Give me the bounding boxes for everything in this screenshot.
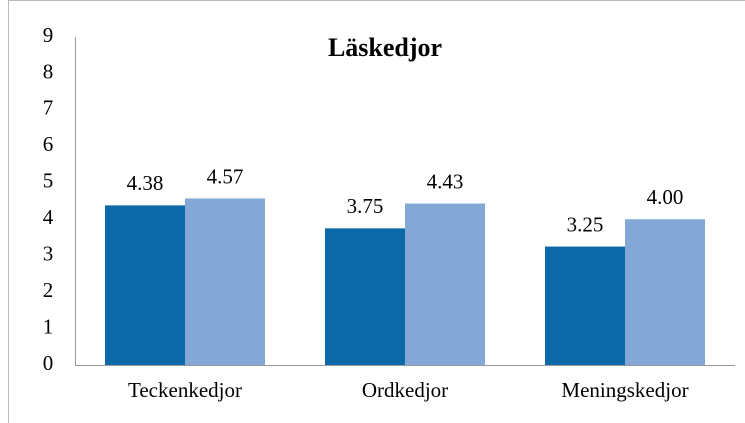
bar — [105, 205, 185, 365]
data-label: 4.57 — [207, 164, 244, 188]
y-tick-label: 9 — [43, 23, 54, 47]
x-tick-label: Meningskedjor — [561, 378, 688, 402]
data-label: 4.00 — [647, 185, 684, 209]
bar — [185, 198, 265, 365]
y-tick-label: 5 — [43, 169, 54, 193]
data-label: 3.75 — [347, 194, 384, 218]
bar — [545, 246, 625, 365]
y-tick-label: 2 — [43, 278, 54, 302]
x-tick-label: Teckenkedjor — [128, 378, 242, 402]
y-tick-label: 4 — [43, 205, 54, 229]
chart-border — [8, 0, 745, 423]
y-tick-label: 3 — [43, 241, 54, 265]
y-tick-label: 7 — [43, 96, 54, 120]
data-label: 3.25 — [567, 212, 604, 236]
bar — [325, 228, 405, 365]
chart-title: Läskedjor — [328, 33, 442, 62]
y-tick-label: 8 — [43, 59, 54, 83]
bar — [625, 219, 705, 365]
data-label: 4.43 — [427, 169, 464, 193]
x-tick-label: Ordkedjor — [362, 378, 448, 402]
data-label: 4.38 — [127, 171, 164, 195]
y-tick-label: 6 — [43, 132, 54, 156]
y-tick-label: 1 — [43, 314, 54, 338]
bar — [405, 203, 485, 365]
y-tick-label: 0 — [43, 351, 54, 375]
